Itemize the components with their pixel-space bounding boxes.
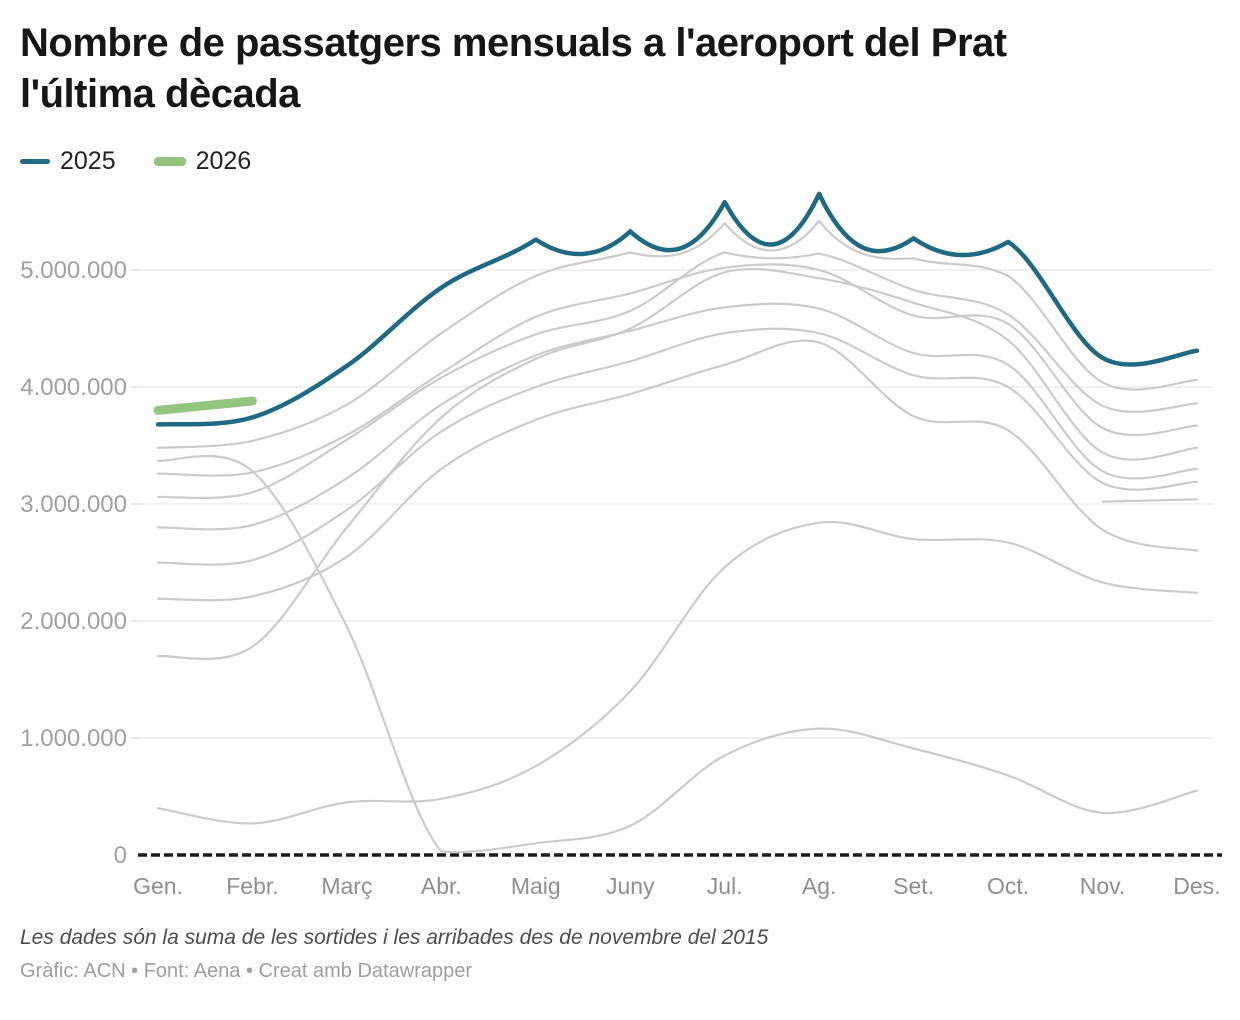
- y-tick-label: 2.000.000: [20, 608, 127, 635]
- chart-legend: 2025 2026: [20, 146, 1240, 176]
- series-line-2021[interactable]: [156, 521, 1199, 825]
- legend-item-2025[interactable]: 2025: [20, 147, 116, 176]
- legend-swatch-2025-icon: [20, 158, 50, 164]
- footnote: Les dades són la suma de les sortides i …: [20, 926, 769, 950]
- chart-title: Nombre de passatgers mensuals a l'aeropo…: [20, 18, 1220, 120]
- series-line-2026[interactable]: [153, 396, 257, 416]
- chart-title-line2: l'última dècada: [20, 72, 300, 117]
- y-tick-label: 0: [114, 842, 127, 869]
- legend-swatch-2026-icon: [153, 156, 186, 166]
- chart-title-line1: Nombre de passatgers mensuals a l'aeropo…: [20, 21, 1007, 65]
- x-tick-label-Gen: Gen.: [133, 873, 183, 899]
- chart-footer: Les dades són la suma de les sortides i …: [20, 926, 1220, 983]
- series-line-2016[interactable]: [156, 339, 1199, 602]
- x-tick-label-Set: Set.: [893, 873, 934, 899]
- x-tick-label-Ag: Ag.: [802, 873, 837, 899]
- legend-item-2026[interactable]: 2026: [153, 146, 252, 176]
- x-tick-label-Oct: Oct.: [987, 873, 1029, 899]
- series-line-2024[interactable]: [156, 220, 1199, 450]
- series-line-2015[interactable]: [1101, 498, 1199, 504]
- series-line-2019[interactable]: [156, 263, 1199, 478]
- credits-line: Gràfic: ACN • Font: Aena • Creat amb Dat…: [20, 960, 472, 983]
- series-line-2020[interactable]: [156, 455, 1199, 854]
- x-tick-label-Maig: Maig: [511, 873, 561, 899]
- series-line-2023[interactable]: [156, 251, 1199, 500]
- x-tick-label-Nov: Nov.: [1080, 873, 1126, 899]
- x-tick-label-Jul: Jul.: [707, 873, 743, 899]
- legend-label-2025: 2025: [60, 146, 116, 175]
- series-line-2017[interactable]: [156, 328, 1199, 567]
- chart-plot-area: 5.000.000 4.000.000 3.000.000 2.000.000 1.00…: [20, 192, 1222, 899]
- series-line-2025[interactable]: [155, 192, 1200, 428]
- series-line-2022[interactable]: [156, 268, 1199, 661]
- x-tick-label-Abr: Abr.: [421, 873, 462, 899]
- chart-header: Nombre de passatgers mensuals a l'aeropo…: [0, 0, 1240, 120]
- legend-label-2026: 2026: [195, 146, 252, 175]
- x-tick-label-Febr: Febr.: [226, 873, 278, 899]
- y-tick-label: 1.000.000: [20, 725, 127, 752]
- series-line-2018[interactable]: [156, 303, 1199, 531]
- x-tick-label-Març: Març: [321, 873, 372, 899]
- x-tick-label-Juny: Juny: [606, 873, 655, 899]
- x-tick-label-Des: Des.: [1173, 873, 1220, 899]
- y-tick-label: 4.000.000: [20, 374, 127, 401]
- y-tick-label: 5.000.000: [20, 257, 127, 284]
- y-tick-label: 3.000.000: [20, 491, 127, 518]
